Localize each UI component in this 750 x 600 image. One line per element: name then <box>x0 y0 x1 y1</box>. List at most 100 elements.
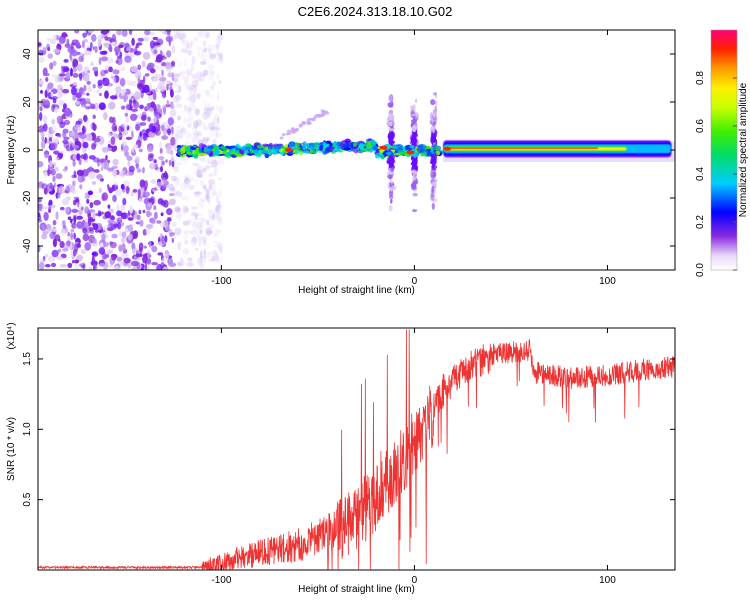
noise-dot <box>78 73 83 79</box>
noise-dot <box>186 85 192 91</box>
noise-dot <box>87 190 93 196</box>
noise-dot <box>198 154 206 162</box>
noise-dot <box>65 72 71 79</box>
noise-dot <box>157 198 164 205</box>
noise-dot <box>87 85 91 89</box>
noise-dot <box>217 56 225 65</box>
noise-dot <box>92 238 97 244</box>
noise-dot <box>187 218 192 226</box>
noise-dot <box>193 191 201 195</box>
noise-dot <box>103 112 108 120</box>
colorbar-tick-label: 0.8 <box>695 71 706 85</box>
spike-dot <box>430 99 436 106</box>
spike-dot <box>411 113 417 117</box>
noise-dot <box>187 257 193 262</box>
spike-dot <box>411 125 417 133</box>
noise-dot <box>64 43 71 48</box>
noise-dot <box>175 211 183 220</box>
noise-dot <box>153 116 157 123</box>
noise-dot <box>191 137 198 144</box>
noise-dot <box>121 231 127 239</box>
noise-dot <box>152 92 157 101</box>
noise-dot <box>169 187 176 192</box>
noise-dot <box>184 239 188 245</box>
noise-dot <box>212 211 219 218</box>
colorbar-ticks: 0.0 0.2 0.4 0.6 0.8 <box>695 71 737 277</box>
noise-dot <box>201 198 206 203</box>
hot-spot <box>379 145 388 150</box>
streak-dot <box>290 127 295 131</box>
colorbar-tick-label: 0.2 <box>695 215 706 229</box>
noise-dot <box>114 217 118 223</box>
noise-dot <box>210 105 215 111</box>
noise-dot <box>85 45 91 49</box>
noise-dot <box>199 250 203 259</box>
noise-dot <box>61 198 69 206</box>
spike-dot <box>410 135 416 142</box>
spectrogram-y-tick-label: 40 <box>22 48 33 60</box>
noise-dot <box>191 162 198 167</box>
noise-dot <box>166 50 172 58</box>
noise-dot <box>92 210 96 220</box>
band-dot <box>295 146 301 150</box>
noise-dot <box>194 108 200 116</box>
noise-dot <box>128 30 133 35</box>
noise-dot <box>94 45 98 54</box>
noise-dot <box>64 206 70 214</box>
noise-dot <box>58 185 66 194</box>
noise-dot <box>53 150 60 155</box>
noise-dot <box>118 244 123 252</box>
noise-dot <box>106 36 113 42</box>
noise-dot <box>85 98 91 103</box>
noise-dot <box>170 60 176 66</box>
noise-dot <box>207 121 216 131</box>
noise-dot <box>186 73 190 82</box>
noise-dot <box>138 247 143 254</box>
noise-dot <box>111 233 118 239</box>
noise-dot <box>201 159 207 163</box>
streak-dot <box>302 121 306 125</box>
noise-dot <box>202 239 207 246</box>
noise-dot <box>181 39 189 45</box>
noise-dot <box>166 80 171 85</box>
noise-dot <box>48 199 53 206</box>
noise-dot <box>212 249 218 255</box>
noise-dot <box>203 127 209 131</box>
noise-dot <box>125 151 130 158</box>
noise-dot <box>62 128 69 134</box>
band-dot <box>243 150 250 154</box>
noise-dot <box>206 107 214 112</box>
noise-dot <box>206 158 215 165</box>
snr-axes: -100 0 100 0.5 1.0 1.5 <box>22 328 675 586</box>
noise-dot <box>211 253 218 260</box>
noise-dot <box>50 39 56 45</box>
noise-dot <box>52 60 57 66</box>
noise-dot <box>165 35 173 43</box>
noise-dot <box>159 147 163 154</box>
noise-dot <box>144 262 148 270</box>
noise-dot <box>160 212 164 217</box>
noise-dot <box>63 242 69 251</box>
band-dot <box>375 152 382 159</box>
noise-dot <box>209 94 215 100</box>
noise-dot <box>62 225 67 229</box>
noise-dot <box>184 49 191 55</box>
noise-dot <box>67 216 72 220</box>
noise-dot <box>93 199 101 206</box>
noise-dot <box>211 71 215 76</box>
noise-dot <box>212 130 218 136</box>
spectrogram-x-axis-label: Height of straight line (km) <box>298 285 415 296</box>
noise-dot <box>189 87 193 94</box>
noise-dot <box>147 258 152 264</box>
band-dot <box>302 144 307 151</box>
noise-dot <box>72 159 76 167</box>
noise-dot <box>147 95 154 101</box>
noise-dot <box>133 144 139 149</box>
noise-dot <box>92 181 96 185</box>
noise-dot <box>104 90 109 99</box>
noise-dot <box>115 52 119 56</box>
noise-dot <box>189 40 194 46</box>
noise-dot <box>178 30 185 35</box>
noise-dot <box>182 220 190 226</box>
noise-dot <box>176 131 184 140</box>
